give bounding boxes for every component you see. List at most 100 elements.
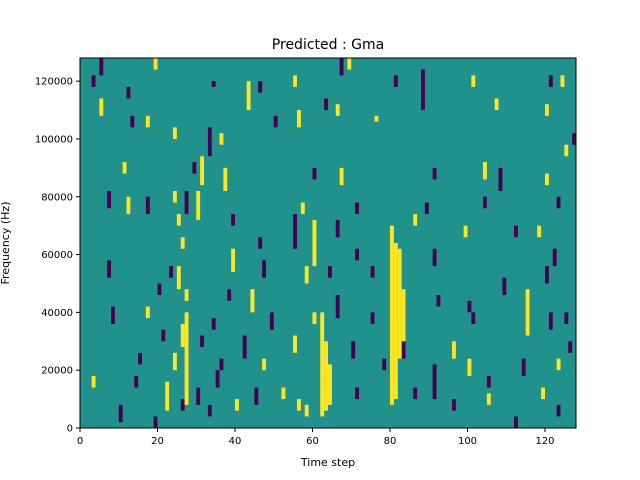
x-tick-label: 0 [77,436,83,447]
heatmap-cell [219,133,224,145]
heatmap-cell [246,81,251,111]
heatmap-cell [215,370,220,388]
heatmap-cell [176,266,181,290]
heatmap-cell [347,58,352,70]
heatmap-cell [393,243,398,400]
heatmap-cell [436,295,441,307]
heatmap-cell [370,312,375,324]
heatmap-cell [258,237,263,249]
heatmap-cell [130,115,135,128]
heatmap-cell [328,364,332,405]
heatmap-cell [432,248,437,267]
y-axis-label: Frequency (Hz) [0,202,12,285]
heatmap-cell [320,312,325,417]
y-tick-label: 80000 [41,192,73,203]
heatmap-cell [126,86,131,99]
x-tick-label: 60 [306,436,319,447]
heatmap-cell [145,306,150,319]
heatmap-cell [297,399,301,411]
heatmap-cell [556,358,561,371]
heatmap-cell [180,323,185,348]
heatmap-cell [564,312,569,324]
heatmap-cell [467,300,472,313]
heatmap-cell [324,98,329,111]
heatmap-cell [184,190,189,215]
heatmap-cell [324,341,329,411]
heatmap-cell [370,266,375,278]
heatmap-cell [401,341,406,359]
heatmap-cell [153,58,158,70]
heatmap-cell [91,375,96,388]
heatmap-cell [498,167,503,191]
heatmap-cell [184,312,189,405]
heatmap-cell [107,190,112,209]
heatmap-cell [122,162,127,174]
heatmap-cell [471,75,476,87]
heatmap-cell [374,115,379,122]
chart-title: Predicted : Gma [272,37,384,53]
heatmap-cell [192,162,197,174]
heatmap-cell [223,167,228,191]
heatmap-cell [421,69,425,111]
heatmap-cell [514,416,518,428]
heatmap-cell [545,104,549,116]
heatmap-cell [432,364,437,400]
y-tick-label: 0 [67,424,73,435]
heatmap-cell [483,196,487,209]
y-tick-label: 20000 [41,366,73,377]
heatmap-cell [118,404,123,423]
heatmap-cell [335,295,340,319]
heatmap-cell [157,283,162,296]
heatmap-cell [355,202,360,215]
heatmap-cell [145,115,150,128]
heatmap-cell [502,277,507,296]
heatmap-cell [560,75,565,87]
heatmap-cell [180,237,185,249]
heatmap-cell [207,127,212,157]
x-axis: 0 20 40 60 80 100 120 [77,428,555,447]
heatmap-cell [231,248,236,272]
heatmap-cell [269,312,274,330]
heatmap-cell [452,341,456,359]
heatmap-cell [312,312,317,324]
heatmap-cell [293,335,298,353]
heatmap-cell [463,225,468,238]
heatmap-cell [351,341,356,359]
heatmap-cell [471,312,476,324]
heatmap-cell [514,225,518,238]
plot-frame [79,57,577,429]
heatmap-cell [300,202,305,215]
heatmap-cell [339,167,344,186]
heatmap-cell [432,167,437,180]
heatmap-cell [196,387,201,405]
heatmap-cell [339,58,344,76]
heatmap-cell [161,329,166,342]
heatmap-cell [281,387,286,400]
heatmap-cell [552,248,557,267]
heatmap-cell [424,202,429,215]
heatmap-cell [541,387,546,400]
heatmap-cell [397,248,402,359]
heatmap-cell [293,214,298,249]
heatmap-cell [486,375,491,388]
heatmap-cell [242,335,247,359]
heatmap-cell [227,289,232,301]
heatmap-cell [483,162,487,180]
heatmap-cell [211,81,216,87]
heatmap-cell [235,399,239,411]
heatmap-cell [413,387,418,400]
heatmap-cell [134,375,139,388]
heatmap-cell [521,358,526,376]
heatmap-cell [169,266,174,278]
heatmap-cell [207,404,212,417]
heatmap-cell [564,144,569,157]
heatmap-cell [262,358,267,371]
heatmap-cell [335,219,340,238]
heatmap-cell [545,173,549,186]
heatmap-cell [556,196,561,209]
heatmap-cell [467,358,472,376]
heatmap-cell [184,289,189,301]
heatmap-cell [111,306,115,324]
heatmap-cell [293,75,298,87]
